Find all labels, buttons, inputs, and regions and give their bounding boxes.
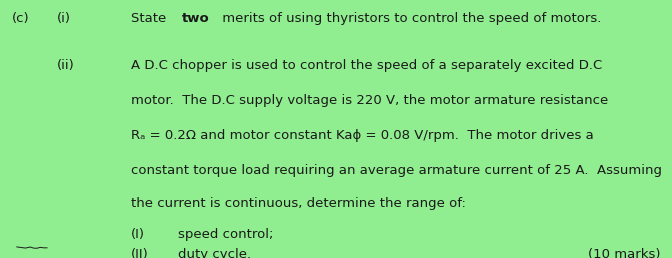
Text: (II): (II) [131,248,149,258]
Text: duty cycle.: duty cycle. [178,248,251,258]
Text: (c): (c) [12,12,30,25]
Text: the current is continuous, determine the range of:: the current is continuous, determine the… [131,197,466,210]
Text: constant torque load requiring an average armature current of 25 A.  Assuming: constant torque load requiring an averag… [131,164,662,177]
Text: State: State [131,12,171,25]
Text: (ii): (ii) [57,59,75,72]
Text: Rₐ = 0.2Ω and motor constant Kaϕ = 0.08 V/rpm.  The motor drives a: Rₐ = 0.2Ω and motor constant Kaϕ = 0.08 … [131,129,594,142]
Text: two: two [182,12,210,25]
Text: motor.  The D.C supply voltage is 220 V, the motor armature resistance: motor. The D.C supply voltage is 220 V, … [131,94,608,107]
Text: merits of using thyristors to control the speed of motors.: merits of using thyristors to control th… [218,12,601,25]
Text: speed control;: speed control; [178,228,274,241]
Text: (i): (i) [57,12,71,25]
Text: (10 marks): (10 marks) [588,248,661,258]
Text: (I): (I) [131,228,145,241]
Text: A D.C chopper is used to control the speed of a separately excited D.C: A D.C chopper is used to control the spe… [131,59,602,72]
